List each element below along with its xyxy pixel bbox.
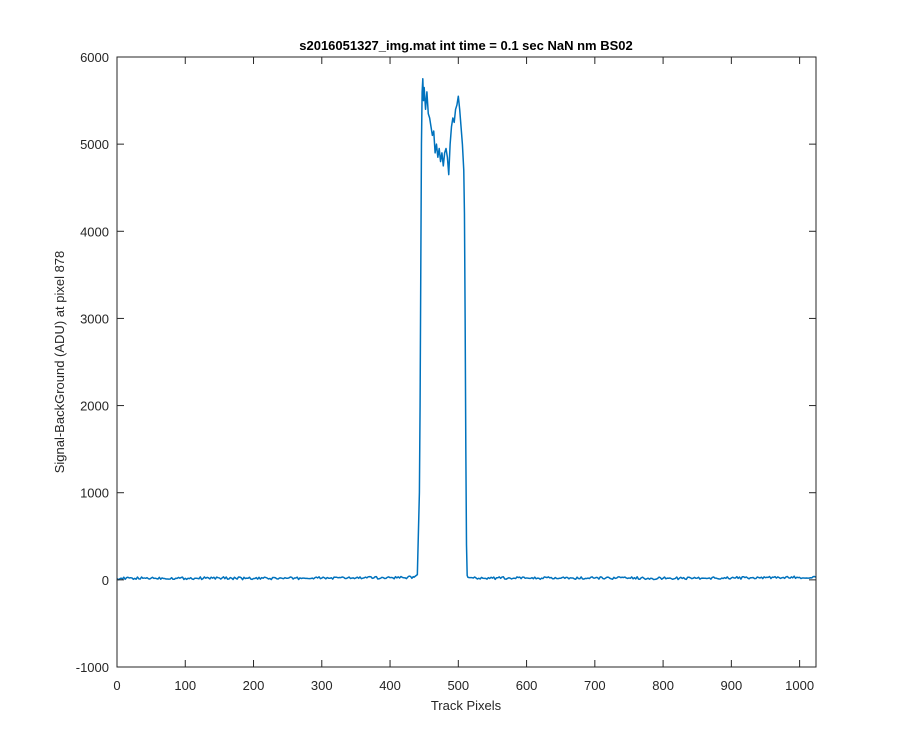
chart-title: s2016051327_img.mat int time = 0.1 sec N… xyxy=(299,38,633,53)
y-tick-label: 6000 xyxy=(80,50,109,65)
plot-area xyxy=(116,78,817,581)
x-tick-label: 200 xyxy=(243,678,265,693)
axes-box xyxy=(116,56,817,668)
x-tick-label: 0 xyxy=(113,678,120,693)
y-tick-label: 2000 xyxy=(80,399,109,414)
x-tick-label: 100 xyxy=(174,678,196,693)
x-tick-label: 600 xyxy=(516,678,538,693)
x-tick-label: 400 xyxy=(379,678,401,693)
y-tick-label: 5000 xyxy=(80,137,109,152)
x-tick-label: 800 xyxy=(652,678,674,693)
y-tick-label: 0 xyxy=(102,573,109,588)
x-tick-label: 500 xyxy=(447,678,469,693)
y-axis-label: Signal-BackGround (ADU) at pixel 878 xyxy=(52,251,67,474)
y-tick-label: 4000 xyxy=(80,224,109,239)
x-tick-label: 1000 xyxy=(785,678,814,693)
x-tick-label: 300 xyxy=(311,678,333,693)
axis-ticks: 0 100 200 300 400 500 600 700 800 900 1000 -1000 0 10… xyxy=(76,50,816,693)
x-tick-label: 700 xyxy=(584,678,606,693)
x-axis-label: Track Pixels xyxy=(431,698,502,713)
y-tick-label: 3000 xyxy=(80,311,109,326)
series-line-0 xyxy=(116,78,817,581)
x-tick-label: 900 xyxy=(721,678,743,693)
y-tick-label: 1000 xyxy=(80,486,109,501)
y-tick-label: -1000 xyxy=(76,660,109,675)
